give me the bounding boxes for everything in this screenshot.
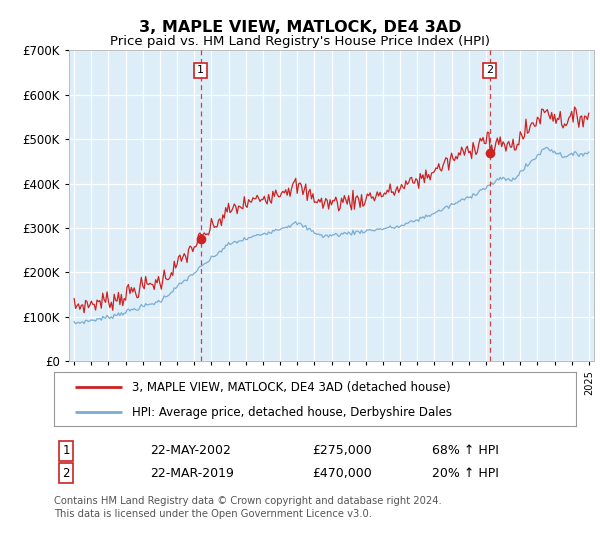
- Text: 68% ↑ HPI: 68% ↑ HPI: [432, 444, 499, 458]
- Text: £470,000: £470,000: [312, 466, 372, 480]
- Text: Price paid vs. HM Land Registry's House Price Index (HPI): Price paid vs. HM Land Registry's House …: [110, 35, 490, 48]
- Text: HPI: Average price, detached house, Derbyshire Dales: HPI: Average price, detached house, Derb…: [133, 406, 452, 419]
- Text: 2: 2: [486, 66, 493, 76]
- Text: Contains HM Land Registry data © Crown copyright and database right 2024.
This d: Contains HM Land Registry data © Crown c…: [54, 496, 442, 519]
- Text: 22-MAY-2002: 22-MAY-2002: [150, 444, 231, 458]
- Text: 3, MAPLE VIEW, MATLOCK, DE4 3AD (detached house): 3, MAPLE VIEW, MATLOCK, DE4 3AD (detache…: [133, 381, 451, 394]
- Text: 20% ↑ HPI: 20% ↑ HPI: [432, 466, 499, 480]
- Text: £275,000: £275,000: [312, 444, 372, 458]
- Text: 1: 1: [197, 66, 204, 76]
- Text: 22-MAR-2019: 22-MAR-2019: [150, 466, 234, 480]
- Text: 1: 1: [62, 444, 70, 458]
- Text: 2: 2: [62, 466, 70, 480]
- Text: 3, MAPLE VIEW, MATLOCK, DE4 3AD: 3, MAPLE VIEW, MATLOCK, DE4 3AD: [139, 20, 461, 35]
